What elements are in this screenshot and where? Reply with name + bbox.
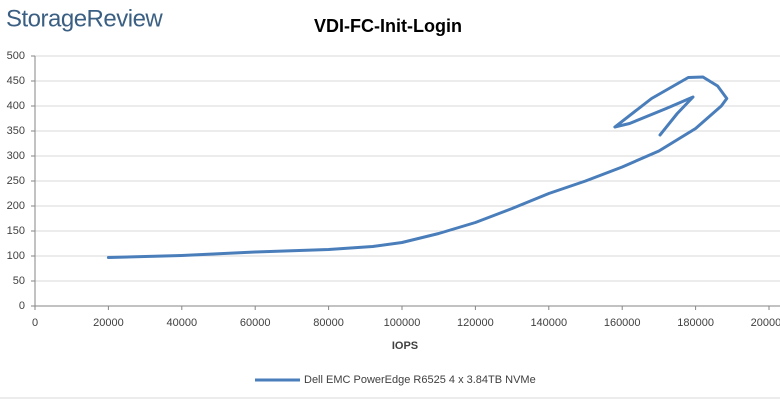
y-tick-label: 200 [7, 200, 25, 212]
x-tick-label: 140000 [530, 317, 567, 329]
x-tick-label: 40000 [167, 317, 198, 329]
x-tick-label: 80000 [313, 317, 344, 329]
y-tick-label: 500 [7, 50, 25, 62]
legend-label: Dell EMC PowerEdge R6525 4 x 3.84TB NVMe [304, 374, 536, 386]
x-tick-label: 120000 [457, 317, 494, 329]
y-tick-label: 350 [7, 125, 25, 137]
y-tick-label: 400 [7, 100, 25, 112]
x-tick-label: 200000 [751, 317, 780, 329]
chart-title: VDI-FC-Init-Login [314, 16, 462, 36]
y-tick-label: 100 [7, 250, 25, 262]
y-tick-label: 300 [7, 150, 25, 162]
x-axis-title: IOPS [392, 340, 418, 352]
y-tick-label: 250 [7, 175, 25, 187]
y-tick-label: 0 [19, 300, 25, 312]
x-tick-label: 160000 [604, 317, 641, 329]
series-line [106, 75, 729, 259]
y-tick-label: 150 [7, 225, 25, 237]
x-tick-label: 100000 [384, 317, 421, 329]
logo: StorageReview [6, 5, 163, 32]
x-tick-label: 20000 [93, 317, 124, 329]
x-tick-label: 60000 [240, 317, 271, 329]
y-tick-label: 50 [13, 275, 25, 287]
y-tick-label: 450 [7, 75, 25, 87]
x-tick-label: 180000 [677, 317, 714, 329]
x-tick-label: 0 [32, 317, 38, 329]
